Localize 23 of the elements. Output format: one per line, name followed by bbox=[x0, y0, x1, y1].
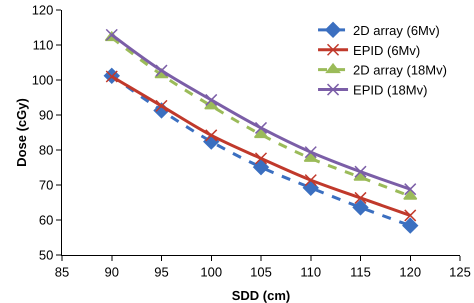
x-tick-label: 105 bbox=[250, 264, 272, 280]
y-tick-label: 100 bbox=[32, 72, 54, 88]
legend-label: EPID (18Mv) bbox=[353, 82, 428, 98]
y-tick-label: 110 bbox=[32, 38, 54, 53]
y-axis-title: Dose (cGy) bbox=[14, 98, 29, 167]
x-tick-label: 120 bbox=[399, 264, 422, 280]
y-tick-label: 60 bbox=[38, 212, 54, 228]
x-tick-label: 95 bbox=[154, 264, 169, 280]
legend-label: 2D array (6Mv) bbox=[353, 22, 440, 38]
x-tick-label: 110 bbox=[300, 264, 322, 280]
x-tick-label: 85 bbox=[54, 264, 70, 280]
x-tick-label: 125 bbox=[449, 264, 471, 280]
x-tick-label: 115 bbox=[350, 264, 371, 280]
y-tick-label: 50 bbox=[38, 248, 54, 263]
x-tick-label: 90 bbox=[104, 264, 119, 280]
y-tick-label: 80 bbox=[38, 142, 54, 158]
y-tick-label: 120 bbox=[32, 2, 54, 18]
y-tick-label: 70 bbox=[38, 178, 54, 193]
legend-label: EPID (6Mv) bbox=[353, 42, 420, 58]
y-tick-label: 90 bbox=[38, 108, 54, 123]
x-tick-label: 100 bbox=[200, 264, 222, 280]
x-axis-title: SDD (cm) bbox=[232, 288, 290, 303]
legend-label: 2D array (18Mv) bbox=[353, 62, 447, 78]
